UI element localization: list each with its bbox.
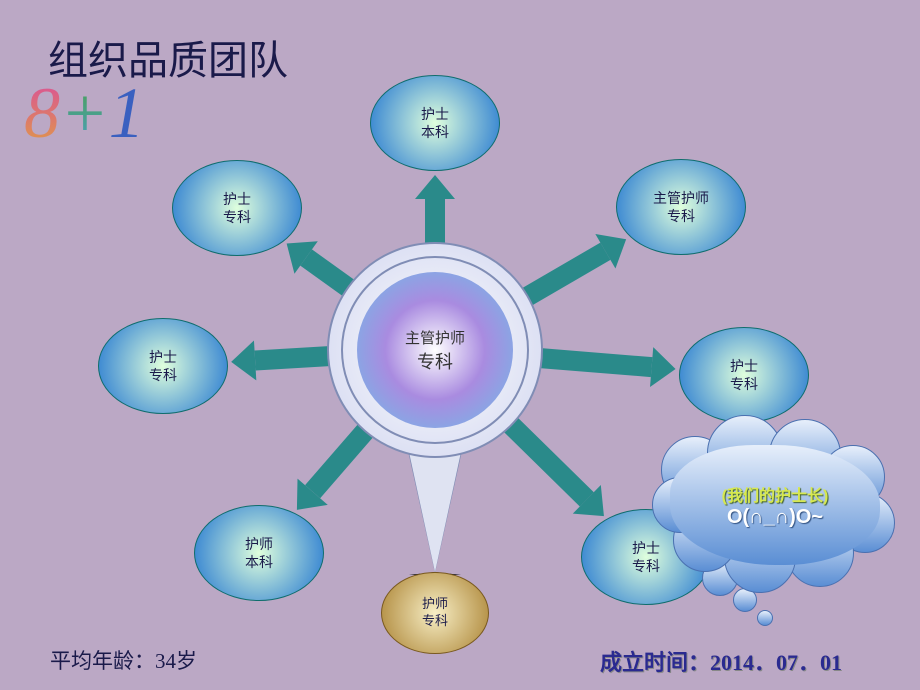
node-n-bl-l2: 本科 [245,553,273,571]
node-n-bl: 护师本科 [194,505,324,601]
node-n-top: 护士本科 [370,75,500,171]
avg-age-label: 平均年龄：34岁 [50,645,197,675]
node-n-r-l2: 专科 [730,375,758,393]
arrow-head-0 [415,175,455,199]
arrow-3 [502,416,594,506]
founded-date-label: 成立时间：2014．07．01 [600,645,842,677]
node-n-tl-l1: 护士 [223,190,251,208]
node-n-tr: 主管护师专科 [616,159,746,255]
node-n-tl-l2: 专科 [223,208,251,226]
arrow-head-5 [231,341,257,382]
node-n-top-l2: 本科 [421,123,449,141]
node-n-r-l1: 护士 [730,357,758,375]
node-n-l-l1: 护士 [149,348,177,366]
gold-node: 护师 专科 [381,572,489,654]
node-n-bl-l1: 护师 [245,535,273,553]
arrow-4 [305,422,375,498]
arrow-5 [255,346,332,370]
subtitle-8plus1: 8+1 [24,72,145,155]
node-n-l-l2: 专科 [149,366,177,384]
node-n-tr-l1: 主管护师 [653,189,709,207]
node-n-br-l1: 护士 [632,539,660,557]
node-n-r: 护士专科 [679,327,809,423]
node-n-tr-l2: 专科 [667,207,695,225]
node-n-l: 护士专科 [98,318,228,414]
subtitle-part-0: 8 [24,72,60,155]
cloud-line2: O(∩_∩)O~ [727,506,823,529]
gold-node-l1: 护师 [422,596,448,613]
arrow-1 [520,242,611,306]
thought-cloud: (我们的护士长) O(∩_∩)O~ [670,445,880,565]
cloud-bubble-2 [757,610,773,626]
arrow-head-2 [650,348,677,390]
center-label-1: 主管护师 [405,327,465,348]
node-n-br-l2: 专科 [632,557,660,575]
center-label-2: 专科 [417,348,453,374]
node-n-tl: 护士专科 [172,160,302,256]
subtitle-part-2: 1 [109,72,145,155]
node-n-top-l1: 护士 [421,105,449,123]
center-hub-core: 主管护师 专科 [357,272,513,428]
subtitle-part-1: + [60,72,109,155]
arrow-0 [425,199,445,246]
gold-node-l2: 专科 [422,613,448,630]
arrow-2 [538,348,652,377]
cloud-line1: (我们的护士长) [722,482,829,506]
center-pointer [409,452,461,575]
